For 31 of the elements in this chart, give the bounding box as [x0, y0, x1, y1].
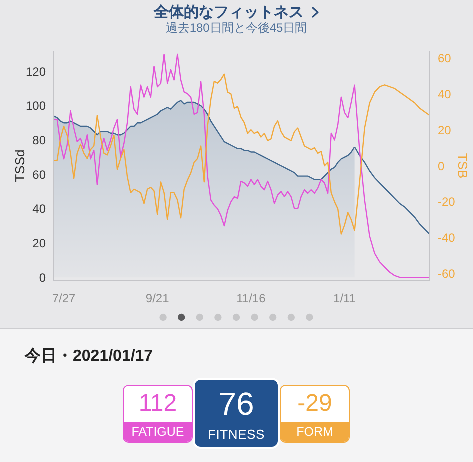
text: 今日・2021/01/17 [25, 346, 154, 367]
y-tick-label: 20 [32, 236, 46, 250]
x-tick-label: 7/27 [52, 292, 76, 306]
chart-subtitle: 過去180日間と今後45日間 [166, 20, 308, 37]
y-tick-label: 100 [26, 99, 46, 114]
y2-tick-label: 40 [438, 87, 452, 102]
data-label: 112 [138, 388, 178, 418]
y-tick-label: 40 [32, 202, 46, 216]
y2-axis-title: TSB [456, 153, 470, 179]
x-tick-label: 1/11 [334, 292, 356, 306]
y-tick-label: 60 [32, 168, 46, 182]
data-label: -29 [296, 388, 334, 418]
y-axis-title: TSSd [12, 150, 28, 182]
y-tick-label: 0 [39, 270, 46, 285]
y-tick-label: 80 [32, 134, 46, 148]
y2-tick-label: -40 [438, 231, 456, 246]
line-series [54, 74, 430, 235]
y2-tick-label: 60 [438, 51, 452, 66]
category-label: FATIGUE [124, 422, 192, 442]
y2-tick-label: 20 [438, 123, 452, 138]
y2-tick-label: 0 [438, 159, 445, 174]
x-tick-label: 11/16 [236, 292, 266, 306]
category-label: FITNESS [208, 427, 265, 442]
y2-tick-label: -60 [438, 267, 456, 282]
line-series [54, 54, 430, 278]
x-tick-label: 9/21 [146, 292, 170, 306]
category-label: FORM [281, 422, 349, 442]
y2-tick-label: -20 [438, 195, 456, 210]
y-tick-label: 120 [26, 64, 46, 79]
data-label: 76 [218, 386, 254, 422]
chart-title: 全体的なフィットネス [154, 3, 304, 22]
